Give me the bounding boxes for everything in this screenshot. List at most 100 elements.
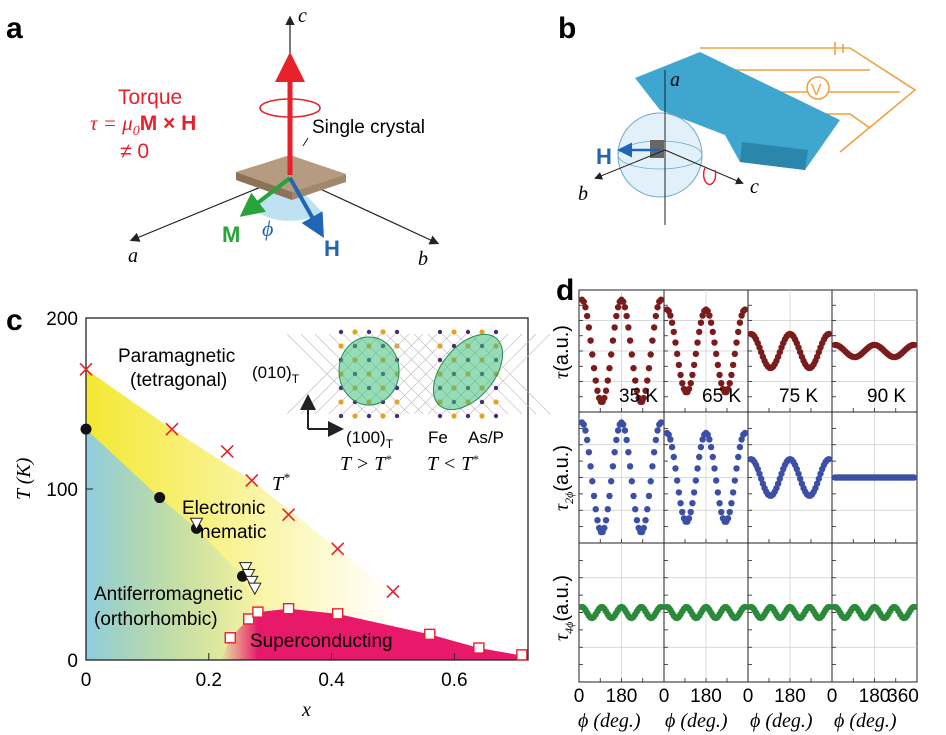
d-xtick-label: 360 bbox=[887, 686, 919, 707]
d-data-point bbox=[625, 448, 632, 456]
elem-asp: As/P bbox=[468, 428, 504, 447]
d-data-point bbox=[733, 339, 740, 346]
asp-atom bbox=[451, 343, 457, 349]
fe-atom bbox=[479, 329, 485, 335]
d-data-point bbox=[741, 306, 749, 313]
d-data-point bbox=[592, 506, 599, 513]
d-data-point bbox=[582, 304, 589, 311]
marker-tn bbox=[241, 569, 256, 582]
vector-m-label: M bbox=[222, 222, 240, 247]
marker-tc bbox=[424, 628, 436, 641]
d-data-point bbox=[633, 387, 641, 394]
d-data-point bbox=[736, 443, 744, 451]
d-data-point bbox=[729, 489, 737, 496]
d-data-point bbox=[650, 448, 658, 456]
asp-atom bbox=[493, 329, 499, 335]
d-data-point bbox=[697, 443, 705, 451]
d-grid bbox=[578, 289, 918, 683]
d-data-point bbox=[689, 499, 696, 507]
d-data-point bbox=[640, 524, 648, 532]
phase-regions bbox=[86, 369, 529, 660]
label-sc: Superconducting bbox=[250, 631, 393, 652]
asp-atom bbox=[465, 329, 471, 335]
d-data-point bbox=[642, 516, 649, 524]
d-data-point bbox=[774, 480, 782, 487]
asp-atom bbox=[465, 413, 471, 419]
d-data-point bbox=[697, 319, 705, 326]
c-xtick-label: 0.6 bbox=[441, 670, 467, 691]
asp-atom bbox=[366, 329, 372, 335]
d-data-point bbox=[718, 508, 725, 516]
panel-label-c: c bbox=[6, 304, 23, 337]
d-data-point bbox=[714, 489, 722, 496]
d-data-point bbox=[665, 431, 672, 438]
d-data-point bbox=[729, 361, 737, 369]
marker-tstar bbox=[220, 444, 234, 458]
crystal-side-right bbox=[292, 174, 346, 200]
cantilever-body bbox=[635, 52, 840, 170]
cantilever-edge bbox=[740, 142, 808, 170]
panel-d: d 35 K 65 K 75 K 90 K τ(a.u.) τ2ϕ(a.u.) … bbox=[551, 274, 919, 732]
d-data-point bbox=[650, 324, 658, 331]
axis-a-label: a bbox=[128, 245, 138, 267]
d-data-point bbox=[632, 506, 639, 513]
b-axis-b-label: b bbox=[578, 183, 588, 205]
d-data-point bbox=[587, 337, 594, 344]
d-data-point bbox=[673, 350, 681, 358]
crystal-label: Single crystal bbox=[312, 117, 425, 138]
d-data-point bbox=[594, 387, 601, 394]
asp-atom bbox=[338, 413, 344, 419]
d-data-point bbox=[649, 337, 656, 344]
d-data-point bbox=[582, 427, 589, 434]
d-data-point bbox=[590, 492, 598, 500]
d-data-point bbox=[607, 478, 615, 485]
d-data-point bbox=[813, 480, 821, 487]
asp-atom bbox=[338, 329, 344, 335]
col-label-35k: 35 K bbox=[619, 386, 658, 407]
label-afm-2: (orthorhombic) bbox=[94, 609, 218, 630]
cond-left: T > T* bbox=[340, 452, 391, 475]
marker-tc bbox=[224, 632, 236, 644]
d-data-point bbox=[694, 339, 701, 346]
d-data-point bbox=[726, 379, 733, 387]
d-data-point bbox=[735, 453, 742, 461]
d-data-point bbox=[611, 324, 618, 331]
marker-tn bbox=[189, 517, 204, 531]
row-label-tau2phi: τ2ϕ(a.u.) bbox=[551, 445, 576, 511]
torque-title: Torque bbox=[118, 86, 182, 109]
d-data-point bbox=[640, 394, 648, 402]
d-data-point bbox=[711, 339, 718, 346]
label-nematic-1: Electronic bbox=[182, 498, 265, 519]
circuit bbox=[700, 42, 917, 153]
c-xtick-label: 0 bbox=[81, 670, 92, 691]
fe-atom bbox=[451, 329, 457, 335]
d-data-point bbox=[756, 470, 763, 477]
fe-atom bbox=[479, 413, 485, 419]
d-data-point bbox=[724, 385, 732, 393]
d-data-point bbox=[677, 371, 684, 379]
d-data-point bbox=[654, 427, 661, 434]
d-curves bbox=[578, 296, 918, 622]
d-data-point bbox=[585, 324, 593, 331]
label-nematic-2: nematic bbox=[200, 522, 267, 543]
voltmeter-label: V bbox=[811, 82, 822, 99]
d-data-point bbox=[606, 492, 613, 500]
d-data-point bbox=[711, 465, 718, 472]
region-afm bbox=[86, 429, 265, 660]
c-ticks: 0 0.2 0.4 0.6 0 100 200 bbox=[46, 309, 467, 691]
c-xtick-label: 0.2 bbox=[196, 670, 222, 691]
d-data-point bbox=[795, 470, 802, 477]
d-data-point bbox=[731, 350, 739, 358]
d-data-point bbox=[602, 387, 610, 394]
d-data-point bbox=[733, 465, 740, 472]
d-data-point bbox=[910, 603, 918, 611]
phi-wedge bbox=[252, 178, 322, 221]
marker-tstar bbox=[79, 362, 93, 376]
d-data-point bbox=[654, 304, 661, 311]
fe-atom bbox=[338, 343, 344, 349]
fe-atom bbox=[380, 413, 386, 419]
d-data-point bbox=[716, 371, 723, 379]
d-data-point bbox=[657, 419, 665, 426]
d-data-point bbox=[601, 394, 608, 402]
